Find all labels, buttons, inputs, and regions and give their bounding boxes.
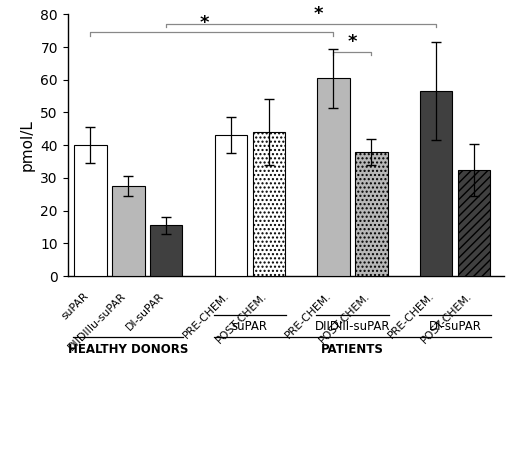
Bar <box>112 186 145 276</box>
Text: POST-CHEM.: POST-CHEM. <box>420 291 474 346</box>
Bar <box>458 170 490 276</box>
Y-axis label: pmol/L: pmol/L <box>20 119 35 171</box>
Text: *: * <box>314 5 323 23</box>
Text: PATIENTS: PATIENTS <box>321 343 384 356</box>
Text: *: * <box>348 33 357 51</box>
Bar <box>317 78 349 276</box>
Bar <box>253 132 285 276</box>
Bar <box>355 152 387 276</box>
Text: DI-suPAR: DI-suPAR <box>125 291 166 333</box>
Text: *: * <box>200 14 209 31</box>
Bar <box>420 91 452 276</box>
Bar <box>215 135 247 276</box>
Text: POST-CHEM.: POST-CHEM. <box>214 291 269 346</box>
Text: DIIDIIIu-suPAR: DIIDIIIu-suPAR <box>67 291 128 353</box>
Bar <box>74 145 107 276</box>
Text: suPAR: suPAR <box>60 291 90 322</box>
Text: suPAR: suPAR <box>232 320 268 333</box>
Text: PRE-CHEM.: PRE-CHEM. <box>181 291 231 341</box>
Text: HEALTHY DONORS: HEALTHY DONORS <box>68 343 189 356</box>
Text: DI-suPAR: DI-suPAR <box>428 320 482 333</box>
Text: DIIDIII-suPAR: DIIDIII-suPAR <box>315 320 390 333</box>
Text: PRE-CHEM.: PRE-CHEM. <box>283 291 333 341</box>
Bar <box>150 225 183 276</box>
Text: PRE-CHEM.: PRE-CHEM. <box>386 291 436 341</box>
Text: POST-CHEM.: POST-CHEM. <box>317 291 371 346</box>
